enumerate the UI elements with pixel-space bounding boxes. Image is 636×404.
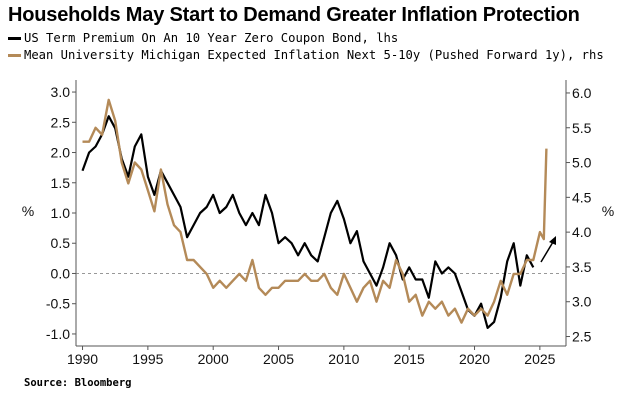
source-note: Source: Bloomberg (24, 377, 132, 389)
left-tick-label: 1.5 (51, 175, 71, 191)
chart-legend: US Term Premium On An 10 Year Zero Coupo… (8, 30, 604, 64)
legend-item-umich-inflation: Mean University Michigan Expected Inflat… (8, 47, 604, 64)
legend-swatch-term-premium (8, 37, 21, 40)
left-tick-label: 0.0 (51, 265, 71, 281)
left-tick-label: -0.5 (46, 296, 70, 312)
legend-item-term-premium: US Term Premium On An 10 Year Zero Coupo… (8, 30, 604, 47)
annotation-arrow-head (549, 236, 556, 245)
left-tick-label: -1.0 (46, 326, 70, 342)
series-line-term-premium (81, 115, 535, 329)
left-tick-label: 1.0 (51, 205, 71, 221)
x-tick-label: 2025 (524, 351, 555, 367)
chart-title: Households May Start to Demand Greater I… (8, 4, 580, 26)
annotation-arrow-shaft (540, 241, 554, 263)
right-tick-label: 3.5 (572, 259, 592, 275)
plot-area: 3.0 2.5 2.0 1.5 1.0 0.5 0.0 -0.5 -1.0 6.0 5.5 5.0 4.… (22, 80, 614, 367)
right-tick-label: 4.5 (572, 189, 592, 205)
x-tick-label: 1995 (132, 351, 163, 367)
legend-label-term-premium: US Term Premium On An 10 Year Zero Coupo… (24, 31, 399, 45)
x-tick-label: 2015 (394, 351, 425, 367)
series-line-umich-inflation (82, 98, 548, 324)
right-tick-label: 5.5 (572, 120, 592, 136)
x-tick-label: 2010 (328, 351, 359, 367)
left-tick-label: 2.0 (51, 145, 71, 161)
right-axis-label: % (602, 203, 614, 219)
right-tick-label: 3.0 (572, 294, 592, 310)
legend-swatch-umich-inflation (8, 54, 21, 57)
x-tick-label: 2020 (459, 351, 490, 367)
right-tick-label: 5.0 (572, 155, 592, 171)
legend-label-umich-inflation: Mean University Michigan Expected Inflat… (24, 48, 604, 62)
left-axis-label: % (22, 203, 34, 219)
left-tick-label: 0.5 (51, 235, 71, 251)
left-tick-label: 3.0 (51, 84, 71, 100)
left-tick-label: 2.5 (51, 114, 71, 130)
right-tick-label: 4.0 (572, 224, 592, 240)
x-tick-label: 1990 (67, 351, 98, 367)
right-tick-label: 6.0 (572, 85, 592, 101)
x-tick-label: 2005 (263, 351, 294, 367)
x-tick-label: 2000 (198, 351, 229, 367)
right-tick-label: 2.5 (572, 329, 592, 345)
